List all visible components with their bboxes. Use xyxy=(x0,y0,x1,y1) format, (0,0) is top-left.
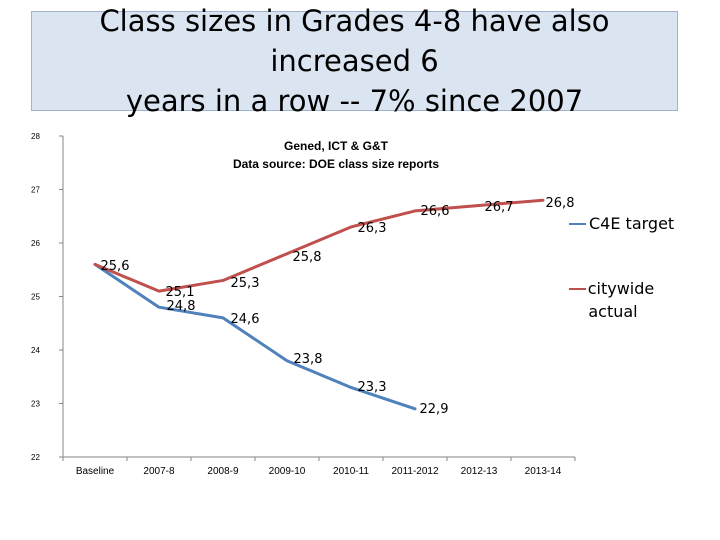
data-label: 26,3 xyxy=(358,221,387,236)
data-label: 26,7 xyxy=(485,200,514,215)
chart-title: Gened, ICT & G&T xyxy=(284,139,389,153)
title-box: Class sizes in Grades 4-8 have also incr… xyxy=(31,4,678,118)
data-label: 23,8 xyxy=(294,352,323,367)
y-tick-label: 23 xyxy=(31,400,40,409)
slide-title: Class sizes in Grades 4-8 have also incr… xyxy=(32,1,677,121)
slide-title-line1: Class sizes in Grades 4-8 have also incr… xyxy=(99,4,610,78)
data-label: 25,3 xyxy=(231,276,260,291)
x-tick-label: 2011-2012 xyxy=(391,466,439,477)
y-tick-label: 24 xyxy=(31,346,40,355)
x-tick-label: 2012-13 xyxy=(461,466,498,477)
data-label: 25,8 xyxy=(293,250,322,265)
legend-label-actual: actual xyxy=(588,302,637,321)
data-label: 26,8 xyxy=(546,196,575,211)
slide-title-line2: years in a row -- 7% since 2007 xyxy=(125,84,584,118)
data-label: 25,6 xyxy=(101,259,130,274)
y-tick-label: 26 xyxy=(31,239,40,248)
x-tick-label: 2013-14 xyxy=(525,466,562,477)
y-tick-label: 25 xyxy=(31,293,40,302)
data-label: 24,6 xyxy=(231,312,260,327)
data-label: 24,8 xyxy=(167,299,196,314)
series-line-citywide-actual xyxy=(93,198,545,293)
data-label: 25,1 xyxy=(166,285,195,300)
legend-label-c4e-target: C4E target xyxy=(589,214,674,233)
y-tick-label: 28 xyxy=(31,132,40,141)
legend-label-citywide: citywide xyxy=(588,279,655,298)
x-tick-label: Baseline xyxy=(76,466,115,477)
series-line-c4e-target xyxy=(93,262,417,411)
x-tick-label: 2007-8 xyxy=(143,466,175,477)
x-tick-label: 2008-9 xyxy=(207,466,239,477)
chart-subtitle: Data source: DOE class size reports xyxy=(233,157,439,171)
x-tick-label: 2009-10 xyxy=(269,466,306,477)
data-label: 23,3 xyxy=(358,380,387,395)
y-tick-label: 22 xyxy=(31,453,40,462)
data-label: 22,9 xyxy=(420,402,449,417)
y-tick-label: 27 xyxy=(31,186,40,195)
x-tick-label: 2010-11 xyxy=(333,466,369,477)
data-label: 26,6 xyxy=(421,204,450,219)
